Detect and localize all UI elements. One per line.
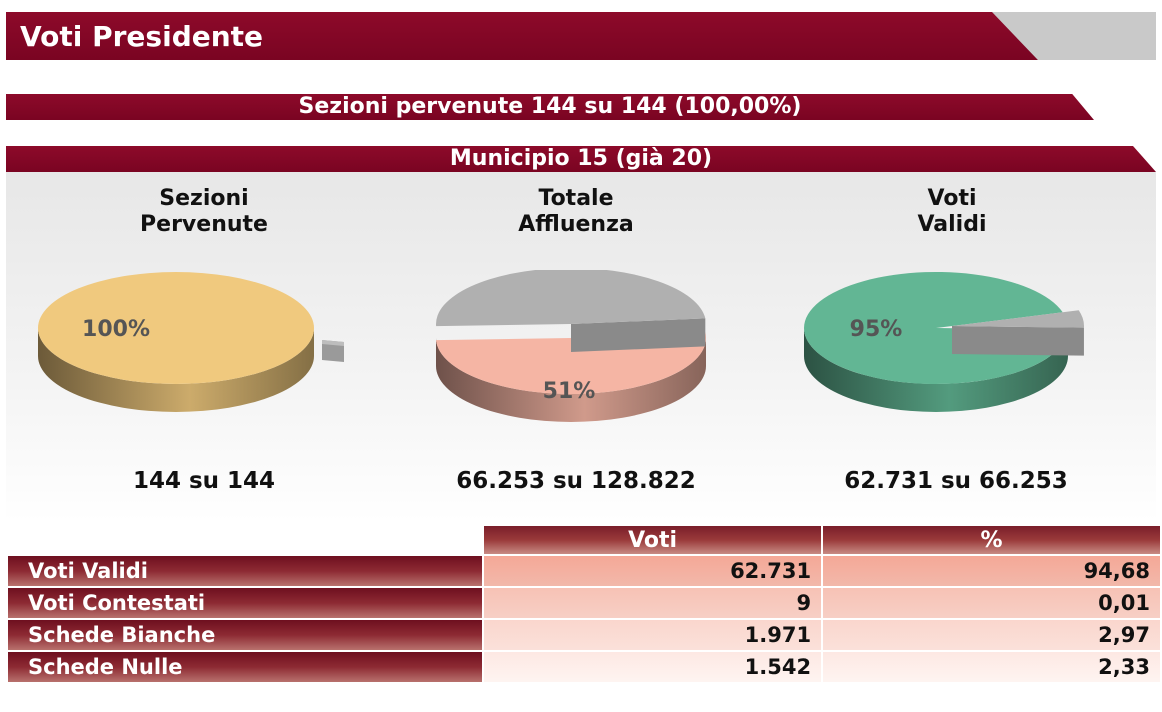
- row-label: Voti Validi: [8, 556, 483, 586]
- table-row: Schede Bianche 1.971 2,97: [8, 620, 1160, 650]
- pie-chart-affluenza: 51%: [436, 270, 706, 422]
- municipio-bar: Municipio 15 (già 20): [6, 146, 1156, 172]
- pie-title-line: Validi: [917, 212, 987, 237]
- table-row: Schede Nulle 1.542 2,33: [8, 652, 1160, 682]
- sezioni-summary-bar: Sezioni pervenute 144 su 144 (100,00%): [6, 94, 1094, 120]
- table-row: Voti Contestati 9 0,01: [8, 588, 1160, 618]
- pie-title-affluenza: Totale Affluenza: [446, 186, 706, 238]
- pie-percent-label: 100%: [82, 317, 150, 342]
- pie-title-validi: Voti Validi: [822, 186, 1082, 238]
- pie-slice-main: [38, 272, 314, 412]
- cell-voti: 1.542: [484, 652, 822, 682]
- page-title: Voti Presidente: [20, 20, 264, 53]
- cell-percent: 2,97: [823, 620, 1160, 650]
- pie-percent-label: 51%: [543, 379, 596, 404]
- cell-voti: 62.731: [484, 556, 822, 586]
- pie-chart-sezioni: 100%: [38, 272, 344, 412]
- table-row: Voti Validi 62.731 94,68: [8, 556, 1160, 586]
- cell-percent: 2,33: [823, 652, 1160, 682]
- pie-slice-rest: [436, 270, 706, 352]
- col-header-voti: Voti: [484, 526, 822, 554]
- stats-table: Voti % Voti Validi 62.731 94,68 Voti Con…: [6, 524, 1162, 684]
- cell-percent: 94,68: [823, 556, 1160, 586]
- table-corner: [8, 526, 482, 554]
- table-header-row: Voti %: [8, 526, 1160, 554]
- pie-title-line: Sezioni: [159, 186, 249, 211]
- title-bar: Voti Presidente: [6, 12, 1041, 60]
- pie-title-line: Totale: [538, 186, 614, 211]
- pie-caption-affluenza: 66.253 su 128.822: [456, 468, 696, 494]
- cell-percent: 0,01: [823, 588, 1160, 618]
- pie-title-line: Voti: [927, 186, 977, 211]
- cell-voti: 9: [484, 588, 822, 618]
- row-label: Schede Bianche: [8, 620, 483, 650]
- pie-caption-validi: 62.731 su 66.253: [844, 468, 1068, 494]
- pie-caption-sezioni: 144 su 144: [132, 468, 276, 494]
- cell-voti: 1.971: [484, 620, 822, 650]
- pie-slice-main: [804, 272, 1068, 412]
- pie-slice-rest: [952, 310, 1084, 356]
- pie-title-line: Pervenute: [140, 212, 268, 237]
- pie-slice-rest: [322, 340, 344, 362]
- pie-title-line: Affluenza: [518, 212, 634, 237]
- col-header-percent: %: [823, 526, 1160, 554]
- row-label: Schede Nulle: [8, 652, 483, 682]
- pie-title-sezioni: Sezioni Pervenute: [74, 186, 334, 238]
- pie-panel: Sezioni Pervenute 100% 144 su 144 Totale…: [6, 172, 1156, 522]
- pie-chart-validi: 95%: [804, 272, 1084, 412]
- row-label: Voti Contestati: [8, 588, 483, 618]
- pie-percent-label: 95%: [850, 317, 903, 342]
